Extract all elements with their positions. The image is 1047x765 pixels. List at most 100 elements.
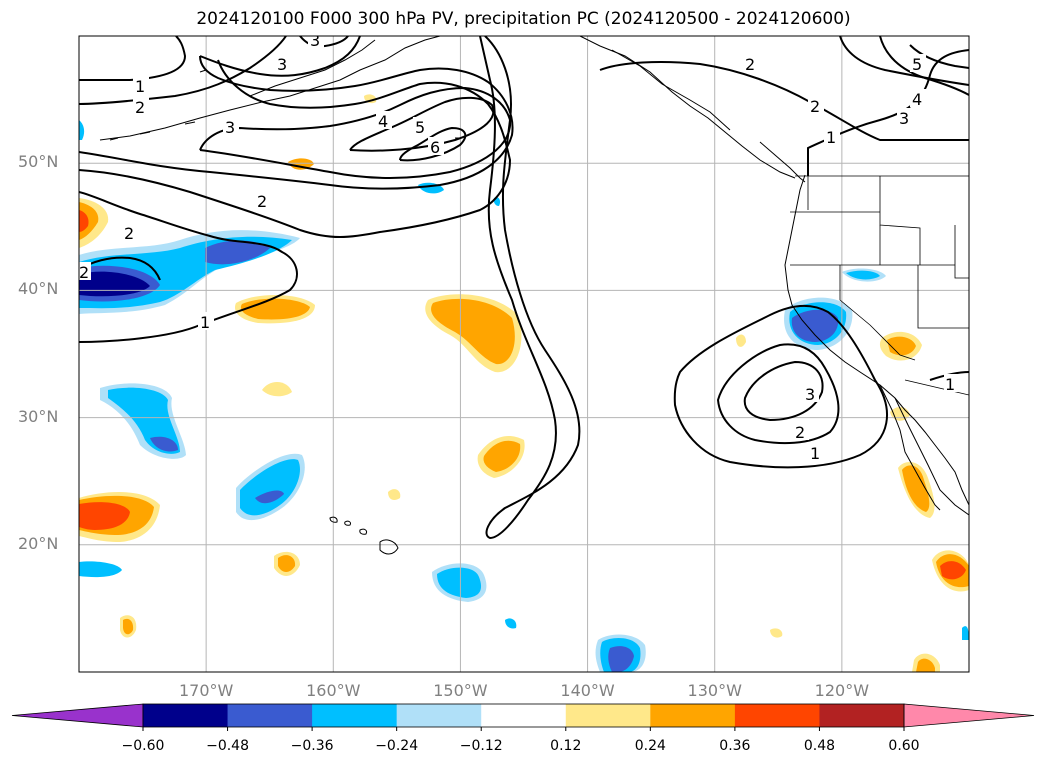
lon-tick-label: 170°W xyxy=(178,681,234,700)
precip-anomaly-positive xyxy=(278,555,296,572)
colorbar-tick-label: 0.36 xyxy=(719,738,751,754)
svg-text:3: 3 xyxy=(899,109,909,128)
chart-title: 2024120100 F000 300 hPa PV, precipitatio… xyxy=(196,9,851,29)
precip-anomaly-negative xyxy=(150,436,178,452)
precip-anomaly-positive xyxy=(736,334,746,347)
precip-anomaly-positive xyxy=(770,628,783,638)
colorbar-outline xyxy=(142,703,905,728)
pv-contour-2-main xyxy=(79,59,512,238)
pv-contour-5-east xyxy=(909,44,969,69)
precipitation-shading xyxy=(79,94,969,672)
precip-anomaly-negative xyxy=(79,120,85,140)
lat-tick-label: 30°N xyxy=(18,406,59,426)
lon-tick-label: 120°W xyxy=(814,681,870,700)
precip-anomaly-positive xyxy=(79,502,130,530)
svg-text:3: 3 xyxy=(310,31,320,50)
pv-contour-1-trough xyxy=(479,36,581,540)
lat-tick-label: 50°N xyxy=(18,152,59,172)
political-boundaries xyxy=(790,175,969,396)
pv-contour-2-top xyxy=(299,36,349,48)
colorbar-segment xyxy=(227,704,313,727)
precip-anomaly-negative xyxy=(505,618,517,629)
precip-anomaly-negative xyxy=(79,561,122,578)
svg-text:6: 6 xyxy=(430,138,440,157)
colorbar-segment xyxy=(312,704,398,727)
pv-contour-3-main xyxy=(79,55,514,190)
colorbar-segment xyxy=(565,704,651,727)
svg-text:2: 2 xyxy=(810,97,820,116)
lat-tick-label: 20°N xyxy=(18,533,59,553)
svg-text:2: 2 xyxy=(257,192,267,211)
precip-anomaly-positive xyxy=(79,210,89,232)
svg-text:4: 4 xyxy=(912,90,922,109)
colorbar xyxy=(11,703,1035,731)
coastlines xyxy=(99,36,969,555)
pv-contour-4-east xyxy=(879,36,969,96)
colorbar-tick-label: −0.48 xyxy=(206,738,249,754)
precip-anomaly-negative xyxy=(205,240,270,265)
lon-tick-label: 140°W xyxy=(560,681,615,700)
svg-text:2: 2 xyxy=(79,263,89,282)
svg-text:3: 3 xyxy=(277,55,287,74)
svg-text:3: 3 xyxy=(805,385,815,404)
pv-contour-2-east xyxy=(599,61,969,141)
map-plot-area: 1 2 3 3 4 5 6 2 2 2 1 2 2 1 5 4 3 3 2 1 … xyxy=(79,31,969,672)
svg-text:4: 4 xyxy=(378,112,388,131)
precip-anomaly-positive xyxy=(940,561,966,580)
svg-text:2: 2 xyxy=(795,423,805,442)
svg-text:1: 1 xyxy=(200,313,210,332)
svg-text:1: 1 xyxy=(135,77,145,96)
svg-text:1: 1 xyxy=(945,375,955,394)
colorbar-tick-label: 0.60 xyxy=(888,738,920,754)
svg-text:3: 3 xyxy=(225,118,235,137)
svg-text:2: 2 xyxy=(124,224,134,243)
pv-contour-1-cutoff xyxy=(673,304,888,469)
svg-text:5: 5 xyxy=(415,118,425,137)
pv-contour-3-east xyxy=(839,36,969,86)
svg-text:2: 2 xyxy=(135,98,145,117)
pv-contour-3 xyxy=(199,36,361,77)
colorbar-segment xyxy=(650,704,736,727)
colorbar-tick-label: −0.60 xyxy=(121,738,165,754)
precip-anomaly-positive xyxy=(288,158,314,170)
svg-text:1: 1 xyxy=(826,128,836,147)
pv-contour-1-main xyxy=(79,191,298,343)
svg-text:5: 5 xyxy=(912,55,922,74)
colorbar-extend-min xyxy=(11,703,144,728)
lon-tick-label: 130°W xyxy=(687,681,742,700)
pv-contour-2 xyxy=(79,36,287,105)
lon-tick-label: 160°W xyxy=(306,681,361,700)
pv-contour-2-cutoff xyxy=(716,343,840,445)
precip-anomaly-positive xyxy=(902,465,930,512)
colorbar-tick-label: 0.48 xyxy=(803,738,836,754)
colorbar-segment xyxy=(734,704,820,727)
precip-anomaly-negative xyxy=(240,459,300,516)
precip-anomaly-positive xyxy=(262,381,292,397)
precip-anomaly-negative xyxy=(791,309,839,342)
lon-tick-label: 150°W xyxy=(433,681,488,700)
gridlines xyxy=(79,36,969,672)
map-frame xyxy=(78,35,970,673)
precip-anomaly-negative xyxy=(608,646,634,672)
precip-anomaly-positive xyxy=(916,658,935,672)
precip-anomaly-positive xyxy=(79,202,99,240)
precip-anomaly-negative xyxy=(437,567,482,598)
precip-anomaly-positive xyxy=(388,489,401,500)
precip-anomaly-positive xyxy=(431,298,515,365)
colorbar-segment xyxy=(143,704,229,727)
colorbar-extend-max xyxy=(903,703,1035,728)
colorbar-tick-label: −0.24 xyxy=(375,738,419,754)
colorbar-segment xyxy=(396,704,482,727)
lat-tick-label: 40°N xyxy=(18,279,59,299)
precip-anomaly-positive xyxy=(123,618,134,635)
pv-contours xyxy=(79,36,969,540)
svg-text:2: 2 xyxy=(745,55,755,74)
precip-anomaly-positive xyxy=(887,336,916,356)
colorbar-tick-label: −0.12 xyxy=(459,738,503,754)
colorbar-segment xyxy=(481,704,567,727)
svg-text:1: 1 xyxy=(810,444,820,463)
colorbar-segment xyxy=(819,704,905,727)
colorbar-tick-label: 0.12 xyxy=(550,738,582,754)
precip-anomaly-negative xyxy=(846,270,880,280)
